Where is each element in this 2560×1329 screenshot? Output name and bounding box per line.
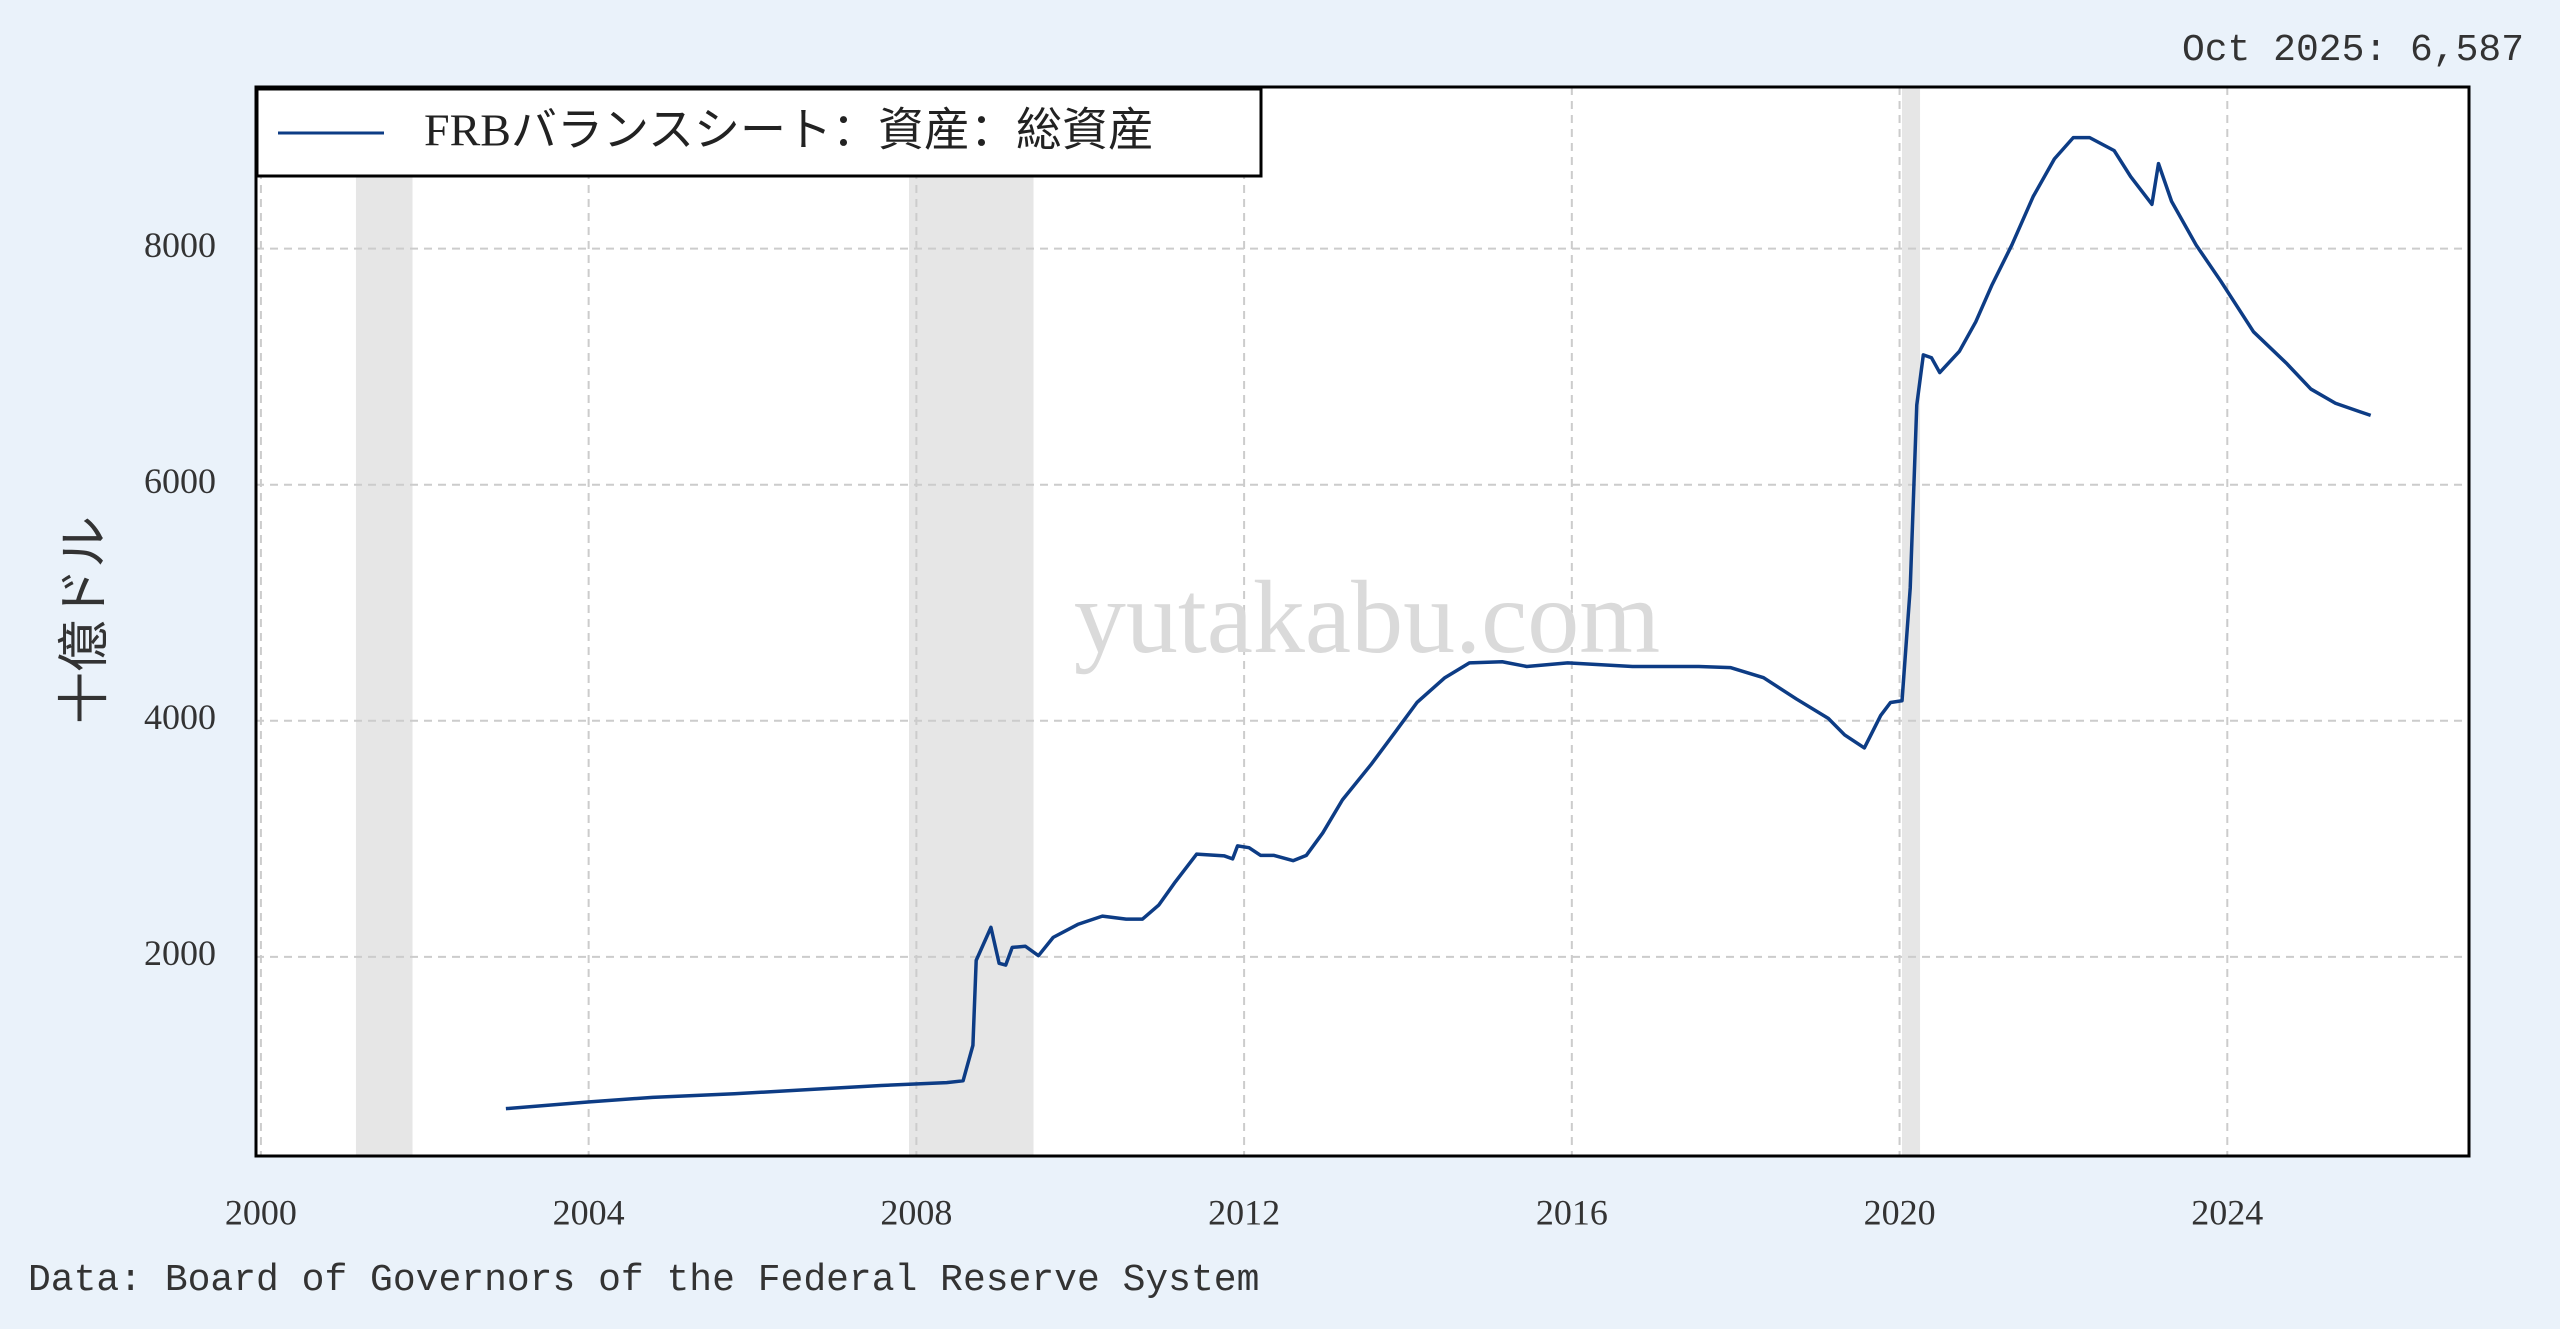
y-tick-label: 4000: [144, 697, 216, 737]
x-tick-label: 2012: [1208, 1192, 1280, 1232]
x-tick-label: 2016: [1536, 1192, 1608, 1232]
x-tick-label: 2024: [2191, 1192, 2263, 1232]
watermark: yutakabu.com: [1074, 560, 1660, 675]
y-tick-label: 8000: [144, 225, 216, 265]
legend-label: FRBバランスシート：資産：総資産: [424, 105, 1154, 156]
annotation: Oct 2025: 6,587: [2182, 29, 2524, 72]
legend-box: [255, 87, 1263, 178]
y-tick-label: 6000: [144, 461, 216, 501]
source: Data: Board of Governors of the Federal …: [28, 1259, 1259, 1302]
line-layer: [505, 135, 2372, 1111]
legend: FRBバランスシート：資産：総資産: [255, 87, 1263, 178]
recession-band: [1902, 87, 1921, 1156]
plot-area: [256, 87, 2469, 1156]
x-tick-label: 2020: [1864, 1192, 1936, 1232]
x-tick-label: 2000: [225, 1192, 297, 1232]
recession-band: [909, 87, 1034, 1156]
series-line: [505, 135, 2372, 1111]
y-axis-label: 十億ドル: [57, 516, 114, 724]
x-tick-label: 2004: [553, 1192, 625, 1232]
plot-frame: [254, 85, 2471, 1158]
y-tick-label: 2000: [144, 933, 216, 973]
recession-band: [355, 87, 413, 1156]
x-tick-label: 2008: [880, 1192, 952, 1232]
plot-layer: [256, 87, 2469, 1156]
